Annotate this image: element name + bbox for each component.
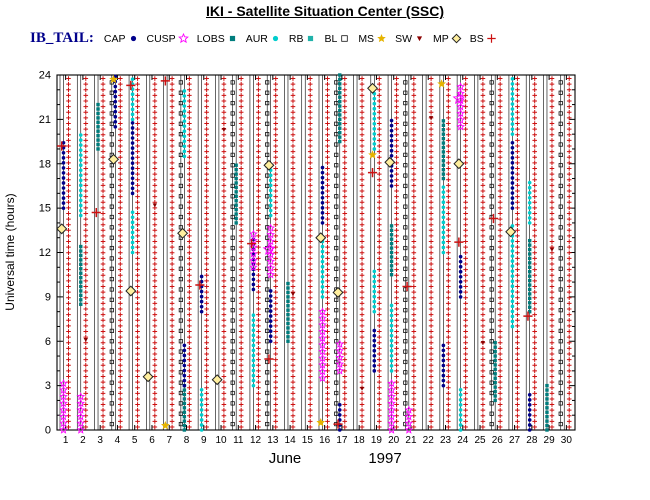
- y-tick-label: 15: [39, 203, 51, 215]
- x-tick-label: 25: [474, 435, 486, 446]
- y-tick-label: 6: [45, 336, 51, 348]
- cusp-symbol-icon: [177, 32, 189, 44]
- x-tick-label: 28: [526, 435, 538, 446]
- x-tick-label: 18: [354, 435, 366, 446]
- x-tick-label: 22: [423, 435, 435, 446]
- legend-row: IB_TAIL: CAP CUSP LOBS AUR RB BL MS SW MP BS: [30, 30, 646, 47]
- legend-label: AUR: [245, 32, 268, 45]
- legend-item-lobs: LOBS: [197, 32, 239, 45]
- x-tick-label: 29: [544, 435, 556, 446]
- legend-item-sw: SW: [395, 32, 426, 45]
- x-tick-label: 13: [267, 435, 279, 446]
- x-tick-label: 6: [149, 435, 155, 446]
- x-tick-label: 1: [63, 435, 69, 446]
- ms-symbol-icon: [377, 34, 386, 43]
- x-tick-label: 27: [509, 435, 521, 446]
- legend-label: BL: [324, 32, 338, 45]
- x-axis-year: 1997: [368, 450, 401, 467]
- x-tick-label: 16: [319, 435, 331, 446]
- x-tick-label: 8: [184, 435, 190, 446]
- legend-label: CAP: [103, 32, 126, 45]
- x-tick-label: 5: [132, 435, 138, 446]
- x-tick-label: 15: [302, 435, 314, 446]
- legend-item-cap: CAP: [104, 32, 140, 45]
- legend-item-rb: RB: [289, 32, 318, 45]
- legend-item-aur: AUR: [246, 32, 282, 45]
- legend-item-bs: BS: [470, 32, 498, 45]
- y-tick-label: 9: [45, 291, 51, 303]
- cap-symbol-icon: [130, 35, 136, 42]
- y-tick-label: 3: [45, 380, 51, 392]
- legend-label: MS: [358, 32, 375, 45]
- legend-item-mp: MP: [433, 32, 463, 45]
- x-tick-label: 19: [371, 435, 383, 446]
- legend-item-bl: BL: [324, 32, 351, 45]
- legend-label: LOBS: [196, 32, 225, 45]
- x-tick-label: 12: [250, 435, 262, 446]
- y-tick-label: 12: [39, 247, 51, 259]
- lobs-symbol-icon: [229, 35, 235, 42]
- x-tick-label: 7: [166, 435, 172, 446]
- x-tick-label: 23: [440, 435, 452, 446]
- x-tick-label: 26: [492, 435, 504, 446]
- x-tick-label: 11: [233, 435, 244, 446]
- x-tick-label: 24: [457, 435, 469, 446]
- x-tick-label: 3: [97, 435, 103, 446]
- bl-symbol-icon: [341, 35, 349, 42]
- dataset-label: IB_TAIL:: [30, 30, 94, 46]
- legend-item-ms: MS: [358, 32, 388, 45]
- rb-symbol-icon: [308, 35, 314, 42]
- x-axis-month: June: [269, 450, 302, 467]
- y-tick-label: 18: [39, 158, 51, 170]
- legend-label: RB: [288, 32, 304, 45]
- x-tick-label: 9: [201, 435, 207, 446]
- y-tick-label: 0: [45, 425, 51, 437]
- y-tick-label: 24: [39, 70, 51, 82]
- aur-symbol-icon: [272, 35, 278, 42]
- y-tick-label: 21: [39, 114, 51, 126]
- sw-symbol-icon: [416, 36, 423, 42]
- legend-label: MP: [432, 32, 449, 45]
- x-tick-label: 10: [215, 435, 227, 446]
- legend-item-cusp: CUSP: [147, 32, 190, 45]
- page-title: IKI - Satellite Situation Center (SSC): [205, 3, 445, 19]
- mp-symbol-icon: [451, 33, 462, 44]
- x-tick-label: 2: [80, 435, 86, 446]
- legend-label: BS: [469, 32, 484, 45]
- x-tick-label: 21: [405, 435, 417, 446]
- x-tick-label: 14: [285, 435, 297, 446]
- y-axis-label: Universal time (hours): [3, 193, 17, 310]
- x-tick-label: 17: [336, 435, 348, 446]
- x-tick-label: 4: [115, 435, 121, 446]
- legend-label: SW: [395, 32, 412, 45]
- legend-items: CAP CUSP LOBS AUR RB BL MS SW MP BS: [104, 32, 498, 45]
- x-tick-label: 20: [388, 435, 400, 446]
- x-tick-label: 30: [561, 435, 573, 446]
- bs-symbol-icon: [487, 34, 496, 43]
- legend-label: CUSP: [146, 32, 176, 45]
